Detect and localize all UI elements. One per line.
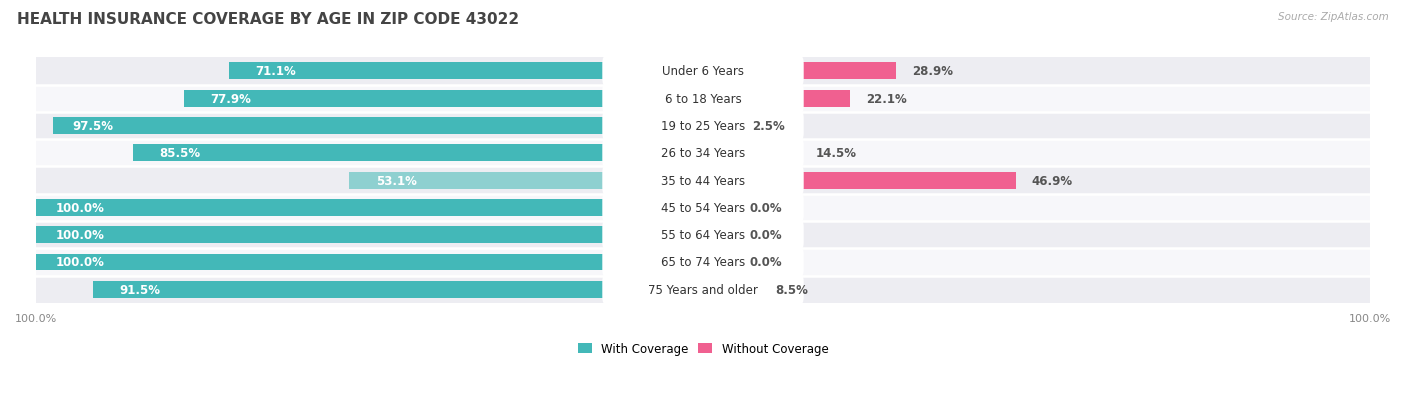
Bar (703, 145, 800, 162)
Text: 46.9%: 46.9% (1032, 174, 1073, 187)
Text: 75 Years and older: 75 Years and older (648, 283, 758, 296)
Legend: With Coverage, Without Coverage: With Coverage, Without Coverage (572, 337, 834, 360)
Text: 35 to 44 Years: 35 to 44 Years (661, 174, 745, 187)
Text: HEALTH INSURANCE COVERAGE BY AGE IN ZIP CODE 43022: HEALTH INSURANCE COVERAGE BY AGE IN ZIP … (17, 12, 519, 27)
FancyBboxPatch shape (37, 221, 1369, 249)
Text: 14.5%: 14.5% (815, 147, 856, 160)
Text: 6 to 18 Years: 6 to 18 Years (665, 93, 741, 105)
Text: Source: ZipAtlas.com: Source: ZipAtlas.com (1278, 12, 1389, 22)
Text: 100.0%: 100.0% (56, 256, 105, 269)
FancyBboxPatch shape (37, 85, 1369, 113)
Text: 85.5%: 85.5% (159, 147, 201, 160)
Text: 19 to 25 Years: 19 to 25 Years (661, 120, 745, 133)
Text: Under 6 Years: Under 6 Years (662, 65, 744, 78)
Text: 53.1%: 53.1% (375, 174, 416, 187)
Text: 8.5%: 8.5% (776, 283, 808, 296)
Text: 100.0%: 100.0% (56, 229, 105, 242)
Bar (703, 199, 737, 216)
FancyBboxPatch shape (602, 192, 804, 223)
Text: 91.5%: 91.5% (120, 283, 160, 296)
FancyBboxPatch shape (602, 274, 804, 305)
Text: 100.0%: 100.0% (56, 202, 105, 214)
Bar (93, 281, 703, 298)
Text: 28.9%: 28.9% (911, 65, 953, 78)
Text: 55 to 64 Years: 55 to 64 Years (661, 229, 745, 242)
FancyBboxPatch shape (37, 113, 1369, 140)
Bar (703, 172, 1015, 189)
FancyBboxPatch shape (602, 111, 804, 142)
Text: 22.1%: 22.1% (866, 93, 907, 105)
Bar (184, 90, 703, 107)
Bar (703, 90, 851, 107)
Bar (53, 118, 703, 135)
FancyBboxPatch shape (37, 276, 1369, 303)
Bar (37, 199, 703, 216)
Bar (37, 227, 703, 244)
Bar (132, 145, 703, 162)
FancyBboxPatch shape (37, 58, 1369, 85)
Text: 97.5%: 97.5% (73, 120, 114, 133)
Text: 65 to 74 Years: 65 to 74 Years (661, 256, 745, 269)
Text: 71.1%: 71.1% (256, 65, 297, 78)
Bar (703, 281, 759, 298)
FancyBboxPatch shape (602, 56, 804, 87)
Bar (37, 254, 703, 271)
Text: 77.9%: 77.9% (209, 93, 252, 105)
FancyBboxPatch shape (602, 220, 804, 251)
Text: 0.0%: 0.0% (749, 256, 782, 269)
Text: 0.0%: 0.0% (749, 202, 782, 214)
Bar (703, 118, 737, 135)
FancyBboxPatch shape (37, 140, 1369, 167)
Text: 2.5%: 2.5% (752, 120, 785, 133)
FancyBboxPatch shape (37, 249, 1369, 276)
Text: 45 to 54 Years: 45 to 54 Years (661, 202, 745, 214)
FancyBboxPatch shape (37, 194, 1369, 221)
Text: 0.0%: 0.0% (749, 229, 782, 242)
FancyBboxPatch shape (602, 165, 804, 196)
FancyBboxPatch shape (602, 138, 804, 169)
FancyBboxPatch shape (602, 247, 804, 278)
Text: 26 to 34 Years: 26 to 34 Years (661, 147, 745, 160)
Bar (703, 63, 896, 80)
Bar (703, 254, 737, 271)
Bar (703, 227, 737, 244)
FancyBboxPatch shape (602, 83, 804, 114)
Bar (349, 172, 703, 189)
FancyBboxPatch shape (37, 167, 1369, 194)
Bar (229, 63, 703, 80)
